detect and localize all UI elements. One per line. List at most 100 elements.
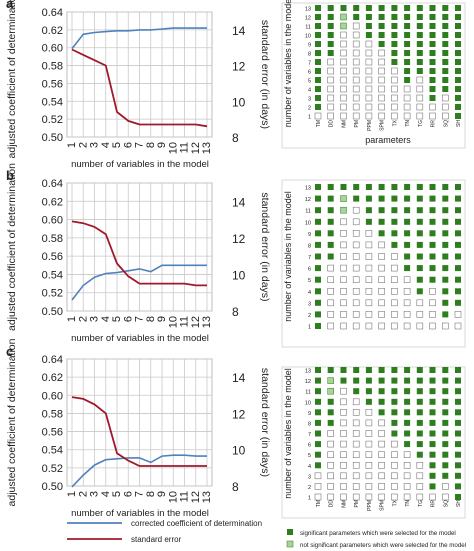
grid-cell-significant xyxy=(315,430,321,437)
grid-cell-significant xyxy=(442,14,449,20)
grid-cell-empty xyxy=(340,408,347,416)
column-label: TG xyxy=(418,120,424,127)
grid-cell-empty xyxy=(391,461,398,469)
x-tick-label: 10 xyxy=(167,142,179,154)
y-tick-label: 0.60 xyxy=(42,43,63,55)
grid-cell-significant xyxy=(404,430,411,437)
grid-cell-empty xyxy=(352,311,360,318)
y2-tick-label: 12 xyxy=(232,232,246,246)
grid-cell-not-significant xyxy=(340,22,347,30)
y-tick-label: 0.62 xyxy=(42,25,63,37)
grid-cell-significant xyxy=(429,265,436,272)
grid-cell-significant xyxy=(429,451,436,458)
grid-cell-empty xyxy=(429,299,436,307)
grid-cell-not-significant xyxy=(327,377,334,384)
grid-cell-significant xyxy=(378,409,385,416)
grid-cell-empty xyxy=(340,287,347,295)
grid-cell-significant xyxy=(315,218,321,225)
grid-cell-significant xyxy=(315,50,321,56)
grid-cell-empty xyxy=(352,461,360,469)
y-tick-label: 0.56 xyxy=(42,427,63,439)
row-label: 5 xyxy=(308,453,311,459)
grid-cell-significant xyxy=(404,5,411,11)
x-tick-label: 2 xyxy=(77,491,89,497)
x-tick-label: 1 xyxy=(66,491,78,497)
grid-cell-significant xyxy=(315,253,321,260)
legend-swatch-significant xyxy=(287,529,293,535)
grid-cell-empty xyxy=(391,103,398,111)
row-label: 5 xyxy=(308,79,311,85)
grid-cell-significant xyxy=(455,23,461,29)
grid-cell-empty xyxy=(352,264,360,272)
grid-cell-significant xyxy=(315,14,321,20)
grid-cell-significant xyxy=(442,230,449,237)
grid-cell-significant xyxy=(442,68,449,74)
grid-cell-significant xyxy=(327,32,334,38)
row-label: 8 xyxy=(308,421,311,427)
y-tick-label: 0.60 xyxy=(42,390,63,402)
grid-cell-empty xyxy=(365,440,373,448)
grid-cell-significant xyxy=(391,398,398,405)
grid-cell-empty xyxy=(365,94,373,102)
grid-cell-empty xyxy=(352,287,360,295)
grid-cell-empty xyxy=(327,85,335,93)
grid-cell-significant xyxy=(455,398,461,405)
grid-cell-empty xyxy=(403,483,411,490)
grid-cell-significant xyxy=(315,462,321,469)
grid-cell-empty xyxy=(352,408,360,416)
grid-cell-significant xyxy=(455,451,461,458)
row-label: 11 xyxy=(305,25,311,31)
grid-cell-significant xyxy=(455,59,461,65)
grid-cell-empty xyxy=(378,440,385,448)
grid-cell-empty xyxy=(340,430,347,437)
grid-cell-significant xyxy=(391,23,398,29)
grid-cell-empty xyxy=(365,430,373,437)
grid-cell-significant xyxy=(315,241,321,248)
grid-cell-empty xyxy=(416,112,424,120)
grid-cell-significant xyxy=(429,14,436,20)
grid-cell-empty xyxy=(391,440,398,448)
grid-cell-empty xyxy=(340,451,347,459)
grid-cell-empty xyxy=(416,85,424,93)
grid-cell-empty xyxy=(378,76,385,84)
grid-cell-empty xyxy=(365,253,373,260)
x-tick-label: 12 xyxy=(190,316,202,328)
grid-cell-significant xyxy=(455,388,461,395)
grid-cell-significant xyxy=(404,253,411,260)
grid-cell-significant xyxy=(378,5,385,11)
grid-cell-empty xyxy=(391,493,398,501)
grid-cell-significant xyxy=(378,195,385,202)
grid-cell-empty xyxy=(391,85,398,93)
grid-cell-significant xyxy=(429,230,436,237)
grid-cell-empty xyxy=(352,230,360,237)
grid-cell-empty xyxy=(327,299,335,307)
grid-cell-significant xyxy=(391,230,398,237)
x-tick-label: 10 xyxy=(167,491,179,503)
grid-cell-significant xyxy=(429,472,436,479)
grid-cell-empty xyxy=(365,483,373,490)
grid-cell-empty xyxy=(327,440,335,448)
grid-cell-empty xyxy=(340,483,347,490)
grid-cell-significant xyxy=(378,367,385,373)
grid-cell-empty xyxy=(340,440,347,448)
y2-tick-label: 8 xyxy=(232,305,239,319)
row-label: 2 xyxy=(308,106,311,112)
y-tick-label: 0.58 xyxy=(42,408,63,420)
column-label: TN xyxy=(405,120,411,127)
grid-cell-empty xyxy=(340,67,347,75)
grid-cell-empty xyxy=(352,76,360,84)
grid-cell-empty xyxy=(352,276,360,284)
grid-cell-empty xyxy=(403,103,411,111)
grid-cell-significant xyxy=(365,388,372,395)
y-tick-label: 0.56 xyxy=(42,251,63,263)
column-label: SQ xyxy=(443,500,449,507)
grid-cell-empty xyxy=(340,419,347,427)
grid-cell-significant xyxy=(442,195,449,202)
grid-cell-significant xyxy=(391,377,398,384)
row-label: 12 xyxy=(305,197,311,203)
grid-cell-significant xyxy=(455,253,461,260)
grid-cell-empty xyxy=(340,31,347,39)
grid-cell-significant xyxy=(378,23,385,29)
grid-cell-significant xyxy=(455,86,461,92)
grid-cell-empty xyxy=(340,311,347,318)
